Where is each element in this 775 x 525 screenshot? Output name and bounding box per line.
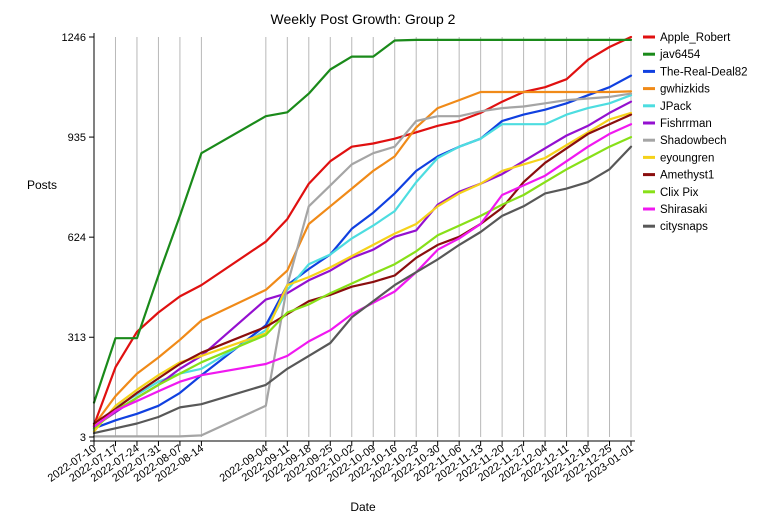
legend-entry: citysnaps (660, 221, 708, 233)
x-axis-label: Date (350, 500, 376, 514)
y-tick-labels: 3 313 624 935 1246 (62, 32, 86, 444)
y-tick-label: 3 (80, 432, 86, 444)
series-line (92, 92, 633, 438)
series-line (92, 136, 633, 430)
series-line (92, 111, 633, 433)
legend: Apple_Robert jav6454 The-Real-Deal82 gwhizk… (643, 32, 748, 233)
y-tick-label: 935 (68, 132, 86, 144)
series-lines (92, 35, 633, 438)
series-line (92, 35, 633, 427)
chart-title: Weekly Post Growth: Group 2 (271, 11, 456, 27)
series-line (92, 100, 633, 428)
legend-entry: Apple_Robert (660, 32, 731, 44)
legend-entry: Fishrrman (660, 118, 712, 130)
series-line (92, 145, 633, 435)
legend-entry: gwhizkids (660, 84, 710, 96)
legend-entry: The-Real-Deal82 (660, 66, 748, 78)
legend-entry: eyoungren (660, 152, 714, 164)
legend-entry: Amethyst1 (660, 170, 714, 182)
series-line (92, 38, 633, 404)
legend-entry: Shadowbech (660, 135, 727, 147)
x-tick-labels: 2022-07-102022-07-172022-07-242022-07-31… (46, 443, 636, 485)
series-line (92, 113, 633, 425)
legend-entry: jav6454 (659, 49, 701, 61)
y-axis-label: Posts (27, 178, 57, 192)
legend-entry: Shirasaki (660, 204, 707, 216)
series-line (92, 123, 633, 428)
y-tick-label: 313 (68, 332, 86, 344)
axes (89, 33, 635, 446)
legend-entry: Clix Pix (660, 187, 699, 199)
series-line (92, 90, 633, 427)
series-line (92, 74, 633, 430)
y-tick-label: 1246 (62, 32, 86, 44)
y-tick-label: 624 (68, 232, 86, 244)
legend-entry: JPack (660, 101, 692, 113)
